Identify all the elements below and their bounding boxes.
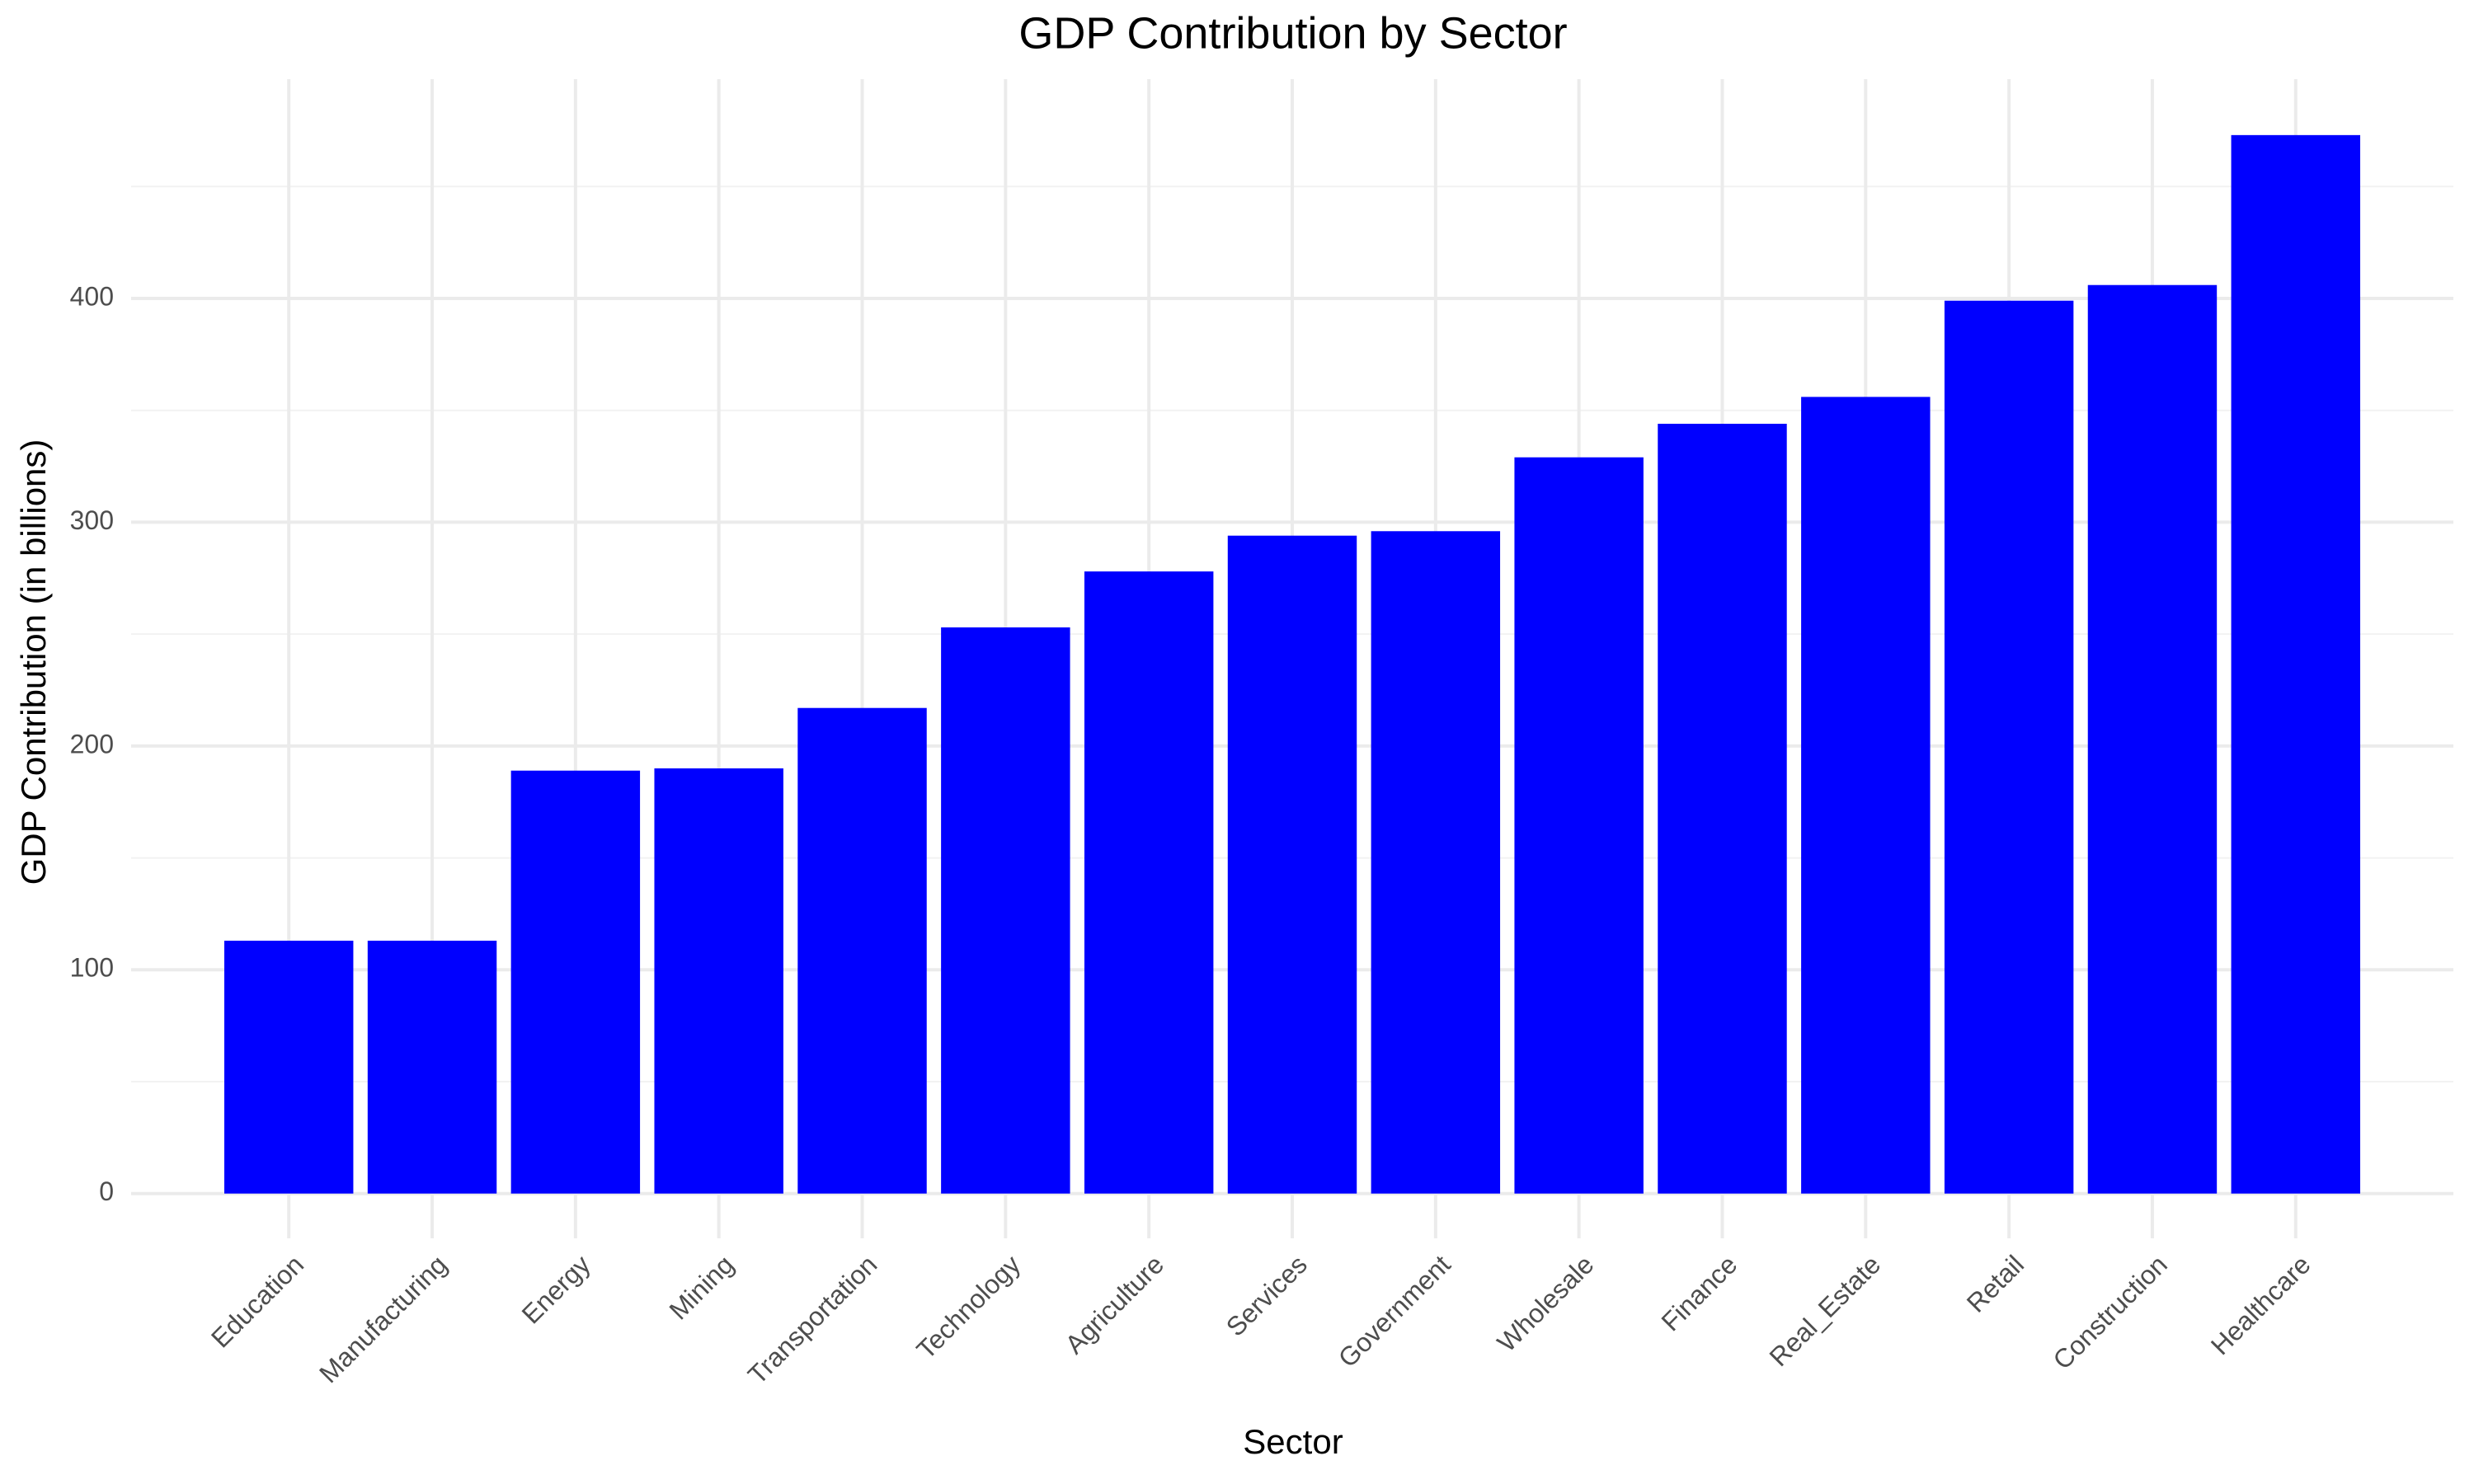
y-axis-title: GDP Contribution (in billions) bbox=[14, 439, 53, 885]
bar bbox=[941, 627, 1070, 1194]
bar bbox=[1801, 397, 1931, 1194]
chart-title: GDP Contribution by Sector bbox=[1018, 8, 1567, 58]
bar bbox=[367, 941, 497, 1194]
bar bbox=[1514, 457, 1644, 1194]
y-tick-label: 0 bbox=[99, 1176, 114, 1206]
y-tick-label: 300 bbox=[70, 505, 114, 535]
x-axis-title: Sector bbox=[1243, 1422, 1343, 1461]
bar bbox=[1084, 571, 1214, 1194]
bar bbox=[797, 707, 927, 1194]
bar bbox=[510, 770, 641, 1194]
bars bbox=[223, 134, 2361, 1194]
bar bbox=[1227, 535, 1357, 1194]
y-tick-label: 400 bbox=[70, 281, 114, 311]
bar bbox=[1658, 424, 1787, 1194]
bar bbox=[2231, 134, 2361, 1194]
y-tick-label: 200 bbox=[70, 729, 114, 758]
bar bbox=[2087, 284, 2218, 1194]
bar bbox=[223, 941, 354, 1194]
bar bbox=[1944, 300, 2074, 1194]
y-tick-label: 100 bbox=[70, 953, 114, 983]
bar bbox=[1371, 531, 1501, 1194]
bar bbox=[654, 768, 783, 1194]
